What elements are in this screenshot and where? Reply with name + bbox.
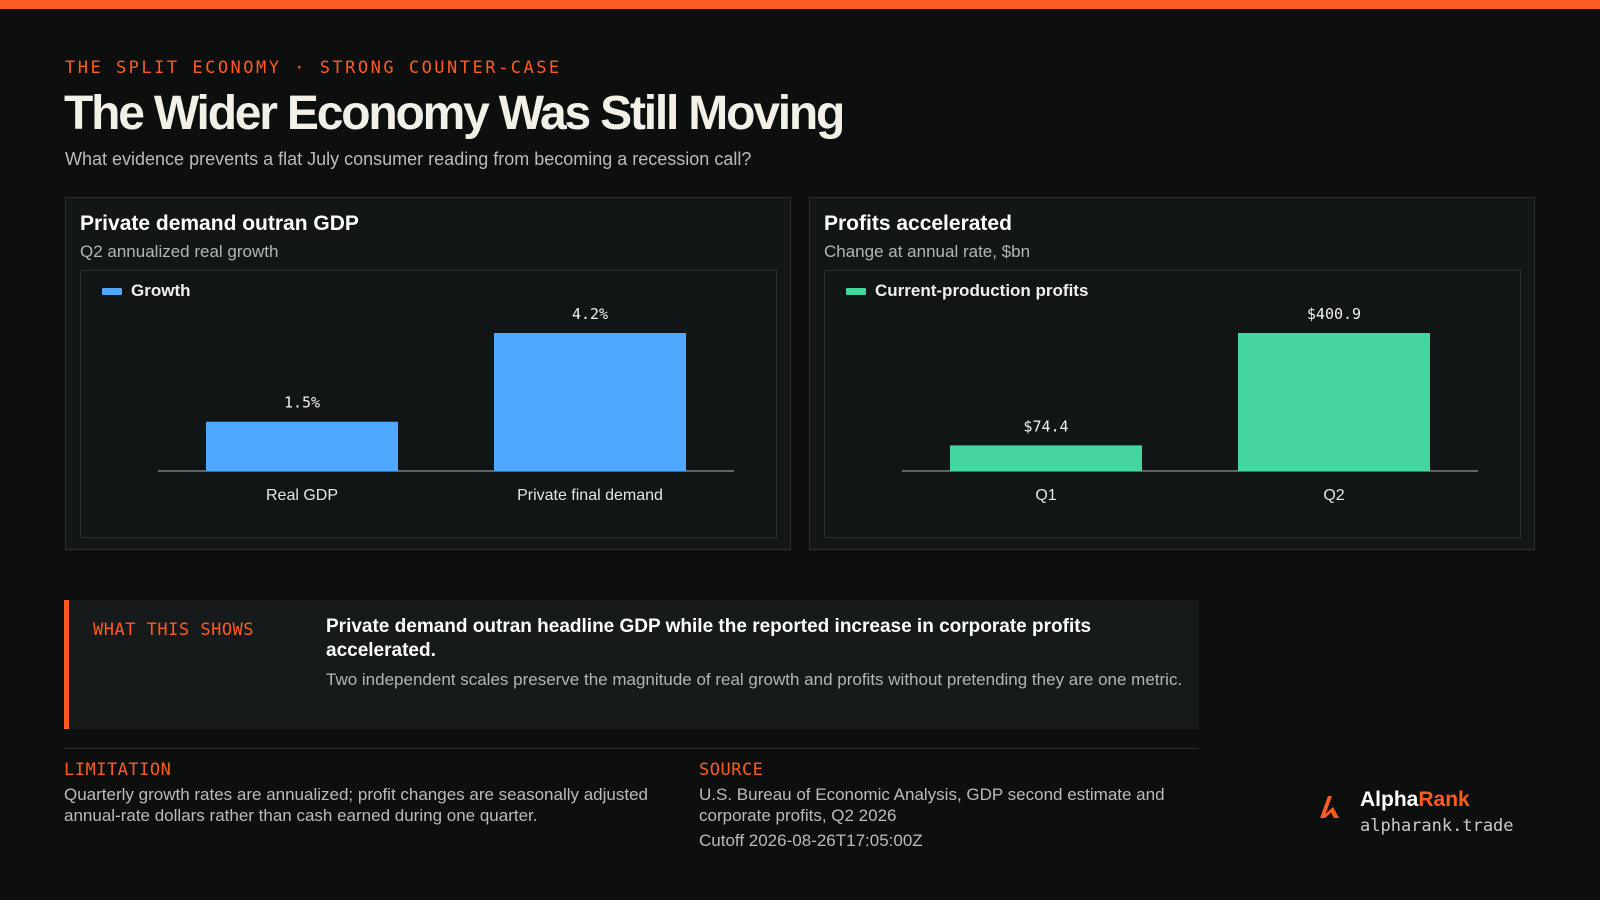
chart-panel-growth: Private demand outran GDP Q2 annualized … [65,197,791,550]
legend-label: Growth [131,281,191,300]
limitation-label: LIMITATION [64,760,172,780]
chart-subtitle: Q2 annualized real growth [80,242,279,261]
brand-url: alpharank.trade [1360,816,1514,836]
plot-area: $74.4 Q1 $400.9 Q2 Current-production profi… [824,270,1521,538]
category-label-1: Q2 [1323,487,1344,504]
bar-chart-profits: $74.4 Q1 $400.9 Q2 [902,305,1478,504]
legend: Current-production profits [846,281,1088,301]
legend-label: Current-production profits [875,281,1089,300]
eyebrow: THE SPLIT ECONOMY · STRONG COUNTER-CASE [65,58,562,78]
legend-swatch [102,287,122,295]
data-label-0: $74.4 [1023,417,1068,435]
brand-name: AlphaRank [1360,788,1470,812]
top-accent-bar [0,0,1600,9]
footer-divider [64,748,1199,749]
source-text: U.S. Bureau of Economic Analysis, GDP se… [699,785,1165,825]
chart-title: Private demand outran GDP [80,212,359,235]
cutoff-text: Cutoff 2026-08-26T17:05:00Z [699,831,923,850]
legend-swatch [846,287,866,295]
bar-0 [206,421,398,471]
bar-chart-growth: 1.5% Real GDP 4.2% Private final demand [158,305,734,504]
brand-name-part2: Rank [1418,788,1470,811]
chart-panel-profits: Profits accelerated Change at annual rat… [809,197,1535,550]
category-label-0: Real GDP [266,487,338,504]
bar-0 [950,445,1142,471]
data-label-1: $400.9 [1307,305,1361,323]
legend: Growth [102,281,191,301]
data-label-1: 4.2% [572,305,608,323]
category-label-1: Private final demand [517,487,663,504]
page-subtitle: What evidence prevents a flat July consu… [65,149,752,169]
data-label-0: 1.5% [284,394,320,412]
page-title: The Wider Economy Was Still Moving [64,87,845,140]
insight-callout: WHAT THIS SHOWS Private demand outran he… [64,600,1199,729]
chart-subtitle: Change at annual rate, $bn [824,242,1031,261]
callout-headline: Private demand outran headline GDP while… [326,616,1092,661]
source-label: SOURCE [699,760,764,780]
plot-area: 1.5% Real GDP 4.2% Private final demand Gro… [80,270,777,538]
callout-label: WHAT THIS SHOWS [93,620,255,640]
callout-body: Two independent scales preserve the magn… [326,670,1183,689]
bar-1 [494,333,686,471]
category-label-0: Q1 [1035,487,1056,504]
brand-name-part1: Alpha [1360,788,1419,811]
alpharank-logo-icon [1320,796,1339,818]
chart-title: Profits accelerated [824,212,1012,235]
bar-1 [1238,333,1430,471]
limitation-text: Quarterly growth rates are annualized; p… [64,785,649,825]
